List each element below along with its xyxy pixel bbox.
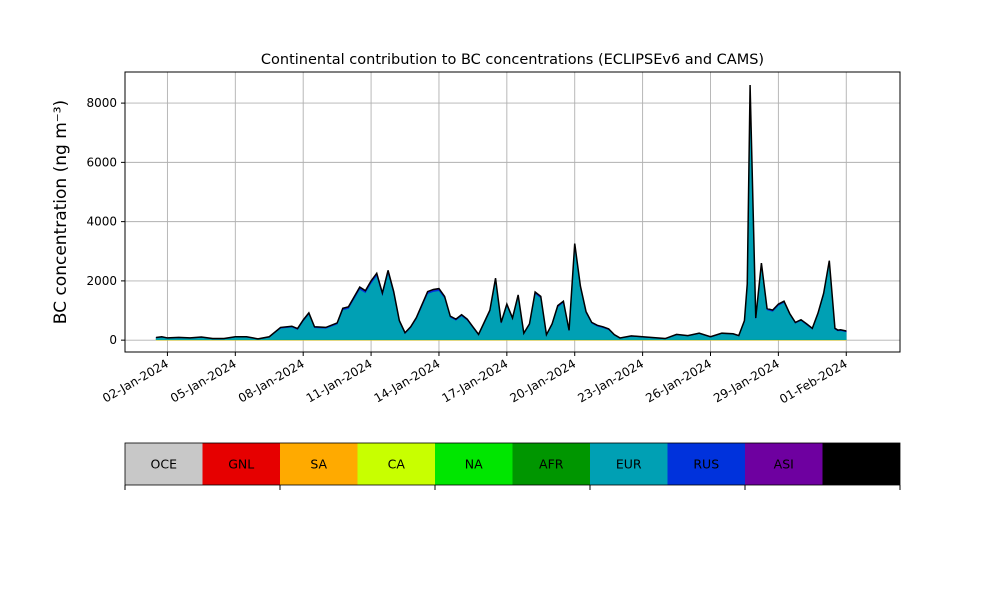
total-outline bbox=[156, 85, 847, 340]
stacked-areas bbox=[155, 85, 847, 341]
legend-label-na: NA bbox=[465, 457, 483, 472]
legend-label-gnl: GNL bbox=[228, 457, 254, 472]
legend-swatch-ca bbox=[357, 443, 435, 485]
legend-label-afr: AFR bbox=[539, 457, 564, 472]
legend: OCE GNL SA CA NA AFR EUR RUS ASI AUS bbox=[124, 442, 901, 490]
legend-label-asi: ASI bbox=[774, 457, 794, 472]
area-asi bbox=[155, 85, 847, 340]
legend-swatch-sa bbox=[280, 443, 358, 485]
y-tick-label: 0 bbox=[109, 333, 117, 347]
y-tick-label: 2000 bbox=[86, 274, 117, 288]
x-tick-label: 20-Jan-2024 bbox=[507, 356, 578, 405]
grid bbox=[125, 72, 900, 352]
legend-label-aus: AUS bbox=[848, 457, 874, 472]
x-tick-label: 29-Jan-2024 bbox=[711, 356, 782, 405]
legend-label-sa: SA bbox=[310, 457, 327, 472]
x-tick-label: 05-Jan-2024 bbox=[168, 356, 239, 405]
legend-swatch-gnl bbox=[202, 443, 280, 485]
area-aus bbox=[156, 85, 847, 340]
y-tick-label: 4000 bbox=[86, 215, 117, 229]
legend-swatch-na bbox=[435, 443, 513, 485]
area-rus bbox=[155, 86, 847, 340]
x-tick-label: 23-Jan-2024 bbox=[575, 356, 646, 405]
y-axis-label: BC concentration (ng m⁻³) bbox=[51, 100, 71, 324]
area-eur bbox=[155, 90, 847, 340]
y-tick-label: 6000 bbox=[86, 155, 117, 169]
x-tick-label: 11-Jan-2024 bbox=[304, 356, 375, 405]
x-tick-label: 17-Jan-2024 bbox=[440, 356, 511, 405]
legend-swatch-rus bbox=[667, 443, 745, 485]
legend-swatch-afr bbox=[512, 443, 590, 485]
x-tick-label: 14-Jan-2024 bbox=[372, 356, 443, 405]
x-tick-label: 26-Jan-2024 bbox=[643, 356, 714, 405]
x-tick-label: 08-Jan-2024 bbox=[236, 356, 307, 405]
legend-swatch-oce bbox=[125, 443, 203, 485]
axis-ticks: 0200040006000800002-Jan-202405-Jan-20240… bbox=[86, 96, 849, 406]
legend-label-eur: EUR bbox=[616, 457, 642, 472]
legend-label-oce: OCE bbox=[151, 457, 178, 472]
y-tick-label: 8000 bbox=[86, 96, 117, 110]
plot-frame bbox=[124, 71, 901, 353]
legend-swatch-asi bbox=[745, 443, 823, 485]
x-tick-label: 01-Feb-2024 bbox=[777, 356, 850, 406]
legend-label-rus: RUS bbox=[693, 457, 719, 472]
legend-label-ca: CA bbox=[388, 457, 406, 472]
legend-swatch-eur bbox=[590, 443, 668, 485]
legend-swatch-aus bbox=[822, 443, 900, 485]
chart-title: Continental contribution to BC concentra… bbox=[261, 52, 764, 68]
x-tick-label: 02-Jan-2024 bbox=[100, 356, 171, 405]
legend-frame bbox=[124, 442, 901, 486]
